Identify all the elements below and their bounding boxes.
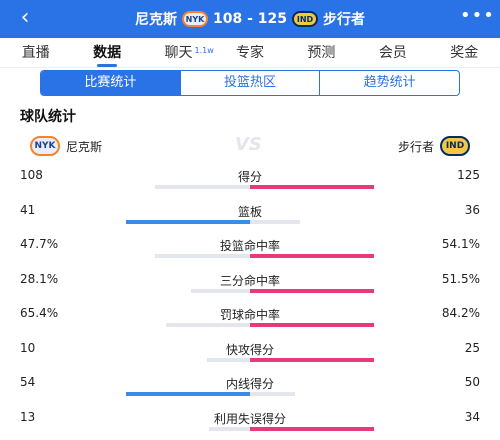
home-team-label: 尼克斯 — [66, 139, 103, 154]
stat-row: 65.4% 罚球命中率 84.2% — [0, 304, 500, 338]
home-bar-track — [155, 254, 250, 258]
stat-label: 三分命中率 — [219, 273, 280, 288]
stat-label: 内线得分 — [225, 377, 274, 391]
home-team: NYK 尼克斯 — [30, 136, 102, 156]
away-bar-track — [250, 357, 374, 362]
away-bar-fill — [250, 426, 374, 431]
home-bar-track — [155, 185, 250, 189]
away-bar-fill — [250, 288, 374, 293]
tab-bonus[interactable]: 奖金 — [450, 44, 479, 61]
section-title: 球队统计 — [20, 109, 76, 125]
knicks-logo-icon: NYK — [181, 11, 208, 27]
stat-away-value: 25 — [464, 340, 480, 355]
tab-chat[interactable]: 聊天 1.1w — [163, 39, 214, 67]
chevron-left-icon[interactable]: ‹ — [20, 5, 30, 30]
stat-label: 得分 — [237, 170, 262, 184]
stat-label: 投篮命中率 — [219, 239, 280, 253]
stats-segment-control: 比赛统计 投篮热区 趋势统计 — [40, 70, 460, 96]
away-bar-track — [250, 219, 300, 224]
stat-home-value: 10 — [20, 340, 36, 355]
away-team-name: 步行者 — [323, 12, 365, 28]
stat-label: 罚球命中率 — [219, 308, 280, 322]
away-bar-track — [250, 323, 374, 327]
stat-home-value: 54 — [20, 375, 36, 389]
stat-home-value: 47.7% — [20, 237, 59, 251]
stat-away-value: 50 — [464, 375, 480, 389]
stat-away-value: 36 — [464, 202, 480, 217]
stat-away-value: 51.5% — [441, 271, 480, 286]
stat-home-value: 65.4% — [20, 306, 59, 320]
pacers-logo-icon: IND — [440, 136, 470, 156]
tab-membership[interactable]: 会员 — [378, 44, 407, 61]
home-bar-track — [126, 219, 250, 224]
segment-shot-zones[interactable]: 投篮热区 — [181, 71, 321, 95]
score: 108 - 125 — [212, 11, 287, 27]
home-bar-track — [166, 323, 250, 327]
home-team-name: 尼克斯 — [134, 12, 177, 28]
stat-label: 利用失误得分 — [213, 411, 286, 426]
stat-label: 快攻得分 — [225, 342, 274, 357]
home-bar-fill — [126, 392, 250, 396]
away-team: 步行者 IND — [398, 136, 470, 156]
match-header: ‹ 尼克斯 NYK 108 - 125 IND 步行者 ••• — [0, 0, 500, 38]
tab-data[interactable]: 数据 — [91, 39, 123, 67]
knicks-logo-icon: NYK — [30, 136, 60, 156]
vs-label: VS — [235, 134, 262, 155]
away-bar-track — [250, 426, 374, 431]
home-bar-track — [126, 392, 250, 396]
stat-row: 28.1% 三分命中率 51.5% — [0, 270, 500, 304]
stat-label: 篮板 — [237, 204, 262, 219]
away-bar-track — [250, 288, 374, 293]
stat-row: 41 篮板 36 — [0, 201, 500, 235]
away-bar-track — [250, 185, 374, 189]
segment-game-stats[interactable]: 比赛统计 — [41, 71, 181, 95]
away-bar-fill — [250, 185, 374, 189]
home-bar-track — [191, 288, 250, 293]
stat-row: 10 快攻得分 25 — [0, 339, 500, 373]
stat-home-value: 108 — [20, 168, 43, 182]
stat-row: 54 内线得分 50 — [0, 373, 500, 407]
away-bar-track — [250, 254, 374, 258]
home-bar-track — [209, 426, 250, 431]
teams-row: NYK 尼克斯 VS 步行者 IND — [0, 134, 500, 158]
home-bar-fill — [126, 219, 250, 224]
stat-home-value: 13 — [20, 409, 36, 424]
stat-away-value: 34 — [464, 409, 480, 424]
away-bar-fill — [250, 357, 374, 362]
tab-prediction[interactable]: 预测 — [307, 44, 336, 61]
stat-away-value: 125 — [457, 168, 480, 182]
segment-trend-stats[interactable]: 趋势统计 — [363, 75, 416, 90]
stat-row: 47.7% 投篮命中率 54.1% — [0, 235, 500, 269]
stat-away-value: 54.1% — [441, 237, 480, 251]
stat-row: 108 得分 125 — [0, 166, 500, 200]
stat-row: 13 利用失误得分 34 — [0, 408, 500, 440]
away-bar-fill — [250, 254, 374, 258]
tab-experts[interactable]: 专家 — [235, 44, 264, 61]
tab-live[interactable]: 直播 — [21, 44, 50, 61]
away-bar-fill — [250, 323, 374, 327]
matchup: 尼克斯 NYK 108 - 125 IND 步行者 — [0, 0, 500, 38]
main-tabs: 直播 数据 聊天 1.1w 专家 预测 会员 奖金 — [0, 38, 500, 68]
away-team-label: 步行者 — [397, 139, 434, 154]
away-bar-track — [250, 392, 295, 396]
stat-home-value: 28.1% — [20, 271, 59, 286]
chat-count-badge: 1.1w — [194, 45, 214, 55]
stat-home-value: 41 — [20, 202, 36, 217]
more-dots-icon[interactable]: ••• — [460, 5, 495, 26]
stat-away-value: 84.2% — [441, 306, 480, 320]
pacers-logo-icon: IND — [292, 11, 318, 27]
home-bar-track — [207, 357, 250, 362]
